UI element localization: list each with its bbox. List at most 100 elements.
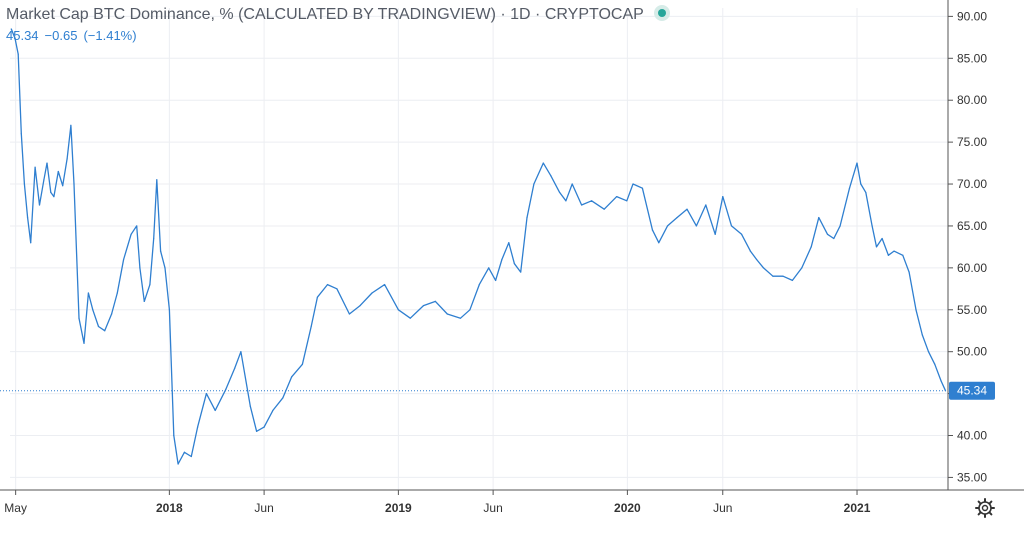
data-point bbox=[70, 124, 72, 126]
data-point bbox=[565, 200, 567, 202]
data-point bbox=[17, 53, 19, 55]
data-point bbox=[921, 334, 923, 336]
data-point bbox=[810, 246, 812, 248]
data-point bbox=[83, 342, 85, 344]
last-value: 45.34 bbox=[6, 28, 39, 43]
data-point bbox=[422, 304, 425, 307]
settings-button[interactable] bbox=[973, 497, 997, 521]
data-point bbox=[78, 317, 80, 319]
btc-dominance-line bbox=[10, 28, 947, 465]
y-tick-label: 35.00 bbox=[957, 470, 987, 484]
interval-label: 1D bbox=[510, 6, 531, 23]
data-point bbox=[26, 216, 29, 219]
change-value: −0.65 bbox=[44, 28, 78, 43]
data-point bbox=[826, 233, 829, 235]
data-point bbox=[111, 313, 113, 315]
y-axis-labels: 35.0040.0045.0050.0055.0060.0065.0070.00… bbox=[957, 9, 987, 484]
data-point bbox=[513, 263, 516, 265]
data-point bbox=[348, 313, 351, 315]
data-point bbox=[446, 313, 448, 315]
legend: Market Cap BTC Dominance, % (CALCULATED … bbox=[6, 4, 670, 43]
data-point bbox=[902, 254, 904, 256]
data-point bbox=[92, 309, 94, 311]
current-value-badge bbox=[949, 381, 995, 400]
data-point bbox=[57, 170, 59, 173]
x-tick-label: 2020 bbox=[614, 501, 641, 515]
separator: · bbox=[535, 6, 541, 23]
legend-title-row: Market Cap BTC Dominance, % (CALCULATED … bbox=[6, 4, 670, 24]
data-point bbox=[156, 179, 158, 181]
data-point bbox=[782, 275, 784, 277]
data-point bbox=[272, 409, 274, 411]
data-point bbox=[856, 162, 858, 164]
data-point bbox=[542, 162, 544, 164]
data-point bbox=[469, 309, 471, 311]
y-tick-label: 60.00 bbox=[957, 261, 987, 275]
data-point bbox=[383, 284, 386, 286]
data-point bbox=[53, 196, 55, 198]
data-point bbox=[87, 292, 90, 294]
data-point bbox=[38, 204, 41, 206]
data-point bbox=[240, 351, 242, 353]
data-point bbox=[225, 388, 227, 391]
change-percent: (−1.41%) bbox=[83, 28, 137, 43]
data-point bbox=[190, 455, 192, 458]
status-dot-icon bbox=[653, 4, 670, 21]
data-point bbox=[62, 185, 64, 187]
data-point bbox=[46, 162, 48, 164]
data-point bbox=[397, 309, 399, 311]
data-point bbox=[526, 216, 528, 219]
data-point bbox=[848, 187, 851, 189]
y-tick-label: 65.00 bbox=[957, 219, 987, 233]
data-point bbox=[214, 409, 216, 411]
data-point bbox=[316, 296, 319, 298]
data-point bbox=[122, 258, 125, 261]
data-point bbox=[740, 233, 743, 235]
data-point bbox=[591, 200, 593, 202]
data-point bbox=[686, 208, 688, 210]
x-tick-label: 2018 bbox=[156, 501, 183, 515]
data-point bbox=[666, 225, 669, 227]
data-point bbox=[168, 309, 170, 311]
data-point bbox=[495, 279, 497, 282]
data-point bbox=[177, 463, 179, 465]
data-point bbox=[50, 191, 52, 194]
exchange-label: CRYPTOCAP bbox=[544, 6, 644, 23]
data-point bbox=[66, 158, 68, 160]
data-point bbox=[632, 183, 634, 185]
data-point bbox=[893, 250, 895, 252]
x-axis-labels: May 2018 Jun 2019 Jun 2020 Jun 2021 bbox=[4, 501, 870, 515]
data-point bbox=[550, 175, 552, 177]
data-point bbox=[143, 300, 145, 302]
data-point bbox=[149, 284, 151, 286]
data-point bbox=[934, 363, 936, 365]
data-point bbox=[626, 200, 628, 202]
data-point bbox=[10, 28, 12, 30]
data-point bbox=[865, 191, 867, 194]
data-point bbox=[559, 191, 561, 194]
data-point bbox=[23, 183, 26, 185]
data-point bbox=[791, 279, 793, 282]
data-point bbox=[756, 258, 758, 261]
data-point bbox=[30, 242, 32, 244]
data-point bbox=[839, 225, 841, 227]
y-tick-label: 80.00 bbox=[957, 93, 987, 107]
data-point bbox=[801, 267, 803, 269]
current-value: 45.34 bbox=[0, 381, 995, 400]
data-point bbox=[927, 351, 930, 353]
y-tick-label: 75.00 bbox=[957, 135, 987, 149]
data-point bbox=[136, 225, 138, 227]
data-point bbox=[459, 317, 462, 319]
data-point bbox=[173, 434, 175, 437]
data-point bbox=[676, 216, 678, 219]
chart-title: Market Cap BTC Dominance, % (CALCULATED … bbox=[6, 6, 496, 23]
data-point bbox=[371, 292, 373, 294]
data-point bbox=[301, 363, 303, 365]
data-point bbox=[43, 179, 45, 181]
data-point bbox=[603, 208, 605, 210]
data-point bbox=[860, 183, 862, 185]
data-point bbox=[915, 309, 917, 311]
data-point bbox=[887, 254, 889, 256]
data-point bbox=[762, 267, 765, 269]
